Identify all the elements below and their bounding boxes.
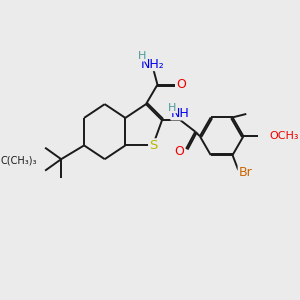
Text: C(CH₃)₃: C(CH₃)₃ [1,155,37,165]
Text: S: S [149,139,157,152]
Text: O: O [177,78,187,91]
Text: O: O [174,145,184,158]
Text: OCH₃: OCH₃ [270,131,299,141]
Text: H: H [168,103,176,112]
Text: NH: NH [171,107,190,120]
Text: H: H [138,51,147,61]
Text: Br: Br [238,166,252,179]
Text: NH₂: NH₂ [141,58,165,70]
